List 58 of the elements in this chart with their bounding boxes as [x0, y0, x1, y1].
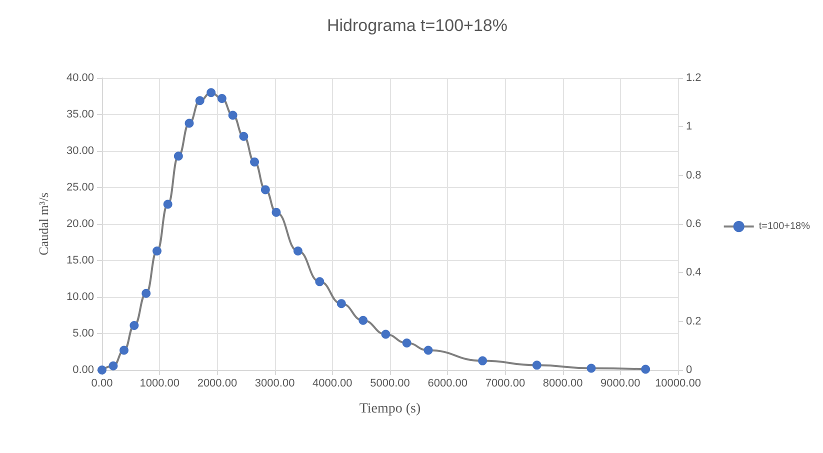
y2-tick-label: 0 — [686, 364, 692, 376]
y2-tick-label: 0.2 — [686, 315, 702, 328]
point — [195, 96, 204, 106]
y-tick-label: 35.00 — [66, 108, 94, 120]
point — [424, 346, 433, 355]
y-tick-label: 0.00 — [72, 364, 94, 376]
y2-tick-label: 0.6 — [686, 218, 702, 230]
point — [478, 356, 488, 366]
y2-tick-label: 1.2 — [686, 72, 702, 84]
y2-tick-label: 0.4 — [686, 266, 702, 279]
x-tick-label: 3000.00 — [254, 378, 295, 390]
point — [336, 299, 346, 308]
point — [586, 364, 596, 373]
point — [130, 320, 139, 330]
point — [358, 316, 368, 325]
x-tick-label: 9000.00 — [600, 378, 640, 390]
x-tick-label: 8000.00 — [542, 378, 583, 390]
point — [184, 118, 194, 128]
point — [142, 288, 151, 298]
x-tick-label: 7000.00 — [485, 378, 526, 390]
point — [163, 200, 172, 209]
y2-tick-label: 0.8 — [686, 169, 702, 182]
y-tick-label: 20.00 — [66, 218, 94, 230]
point — [381, 330, 390, 339]
y-tick-label: 30.00 — [66, 145, 94, 157]
point — [174, 152, 183, 161]
point — [402, 338, 412, 348]
y-tick-label: 25.00 — [66, 182, 94, 194]
y-tick-label: 10.00 — [66, 291, 94, 303]
point — [152, 246, 162, 256]
y-tick-label: 40.00 — [66, 72, 94, 84]
x-axis-title: Tiempo (s) — [359, 402, 421, 416]
y-tick-label: 5.00 — [72, 328, 94, 340]
point — [206, 88, 216, 98]
point — [293, 246, 302, 256]
point — [532, 360, 542, 370]
point — [315, 277, 324, 286]
chart-title: Hidrograma t=100+18% — [327, 16, 508, 35]
x-tick-label: 6000.00 — [428, 378, 468, 390]
point — [239, 132, 248, 141]
point — [641, 364, 650, 374]
x-tick-label: 5000.00 — [370, 378, 410, 390]
x-tick-label: 2000.00 — [197, 378, 238, 390]
point — [272, 208, 281, 217]
point — [260, 185, 270, 194]
x-tick-label: 1000.00 — [140, 378, 180, 390]
x-tick-label: 4000.00 — [312, 378, 352, 390]
point — [250, 157, 260, 166]
point — [108, 361, 118, 370]
point — [228, 110, 238, 120]
y2-tick-label: 1 — [686, 120, 692, 133]
y-tick-label: 15.00 — [66, 254, 94, 266]
point — [217, 94, 226, 103]
legend-label: t=100+18% — [758, 221, 810, 232]
x-tick-label: 0.00 — [91, 378, 113, 390]
x-tick-label: 10000.00 — [655, 378, 701, 390]
point — [120, 346, 129, 355]
y-axis-title: Caudal m³/s — [36, 192, 51, 256]
